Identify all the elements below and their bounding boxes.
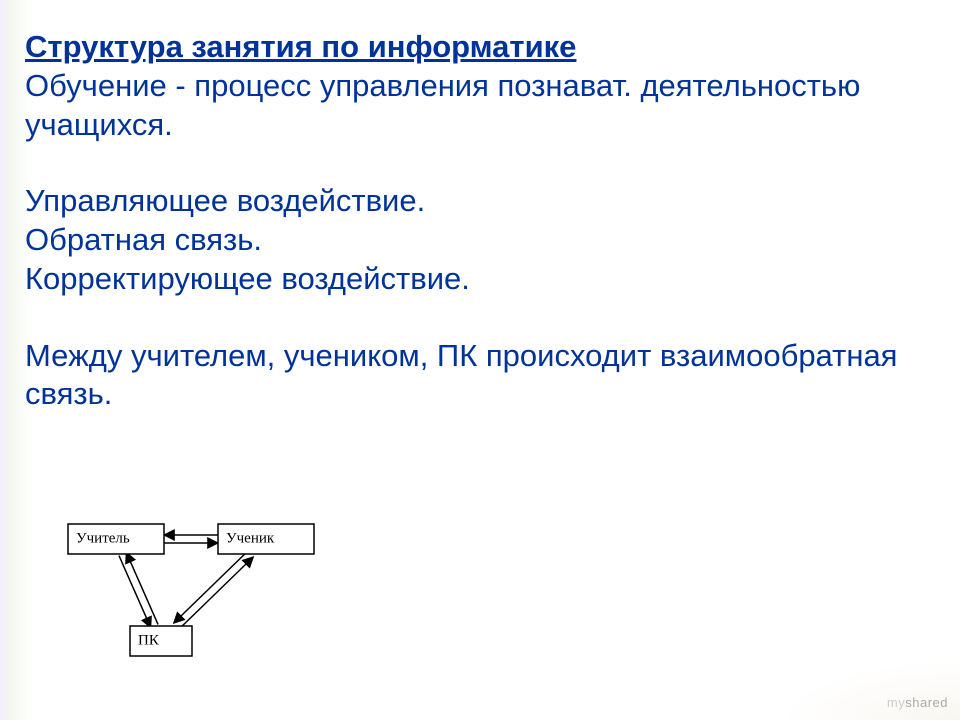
slide-line-3: Обратная связь. — [25, 222, 262, 257]
slide-title: Структура занятия по информатике — [25, 29, 576, 64]
slide-line-2: Управляющее воздействие. — [25, 183, 425, 218]
svg-text:Ученик: Ученик — [226, 530, 275, 546]
watermark-part-1: my — [887, 695, 905, 710]
decorative-bottom-right-gradient — [780, 660, 960, 720]
slide-line-1: Обучение - процесс управления познават. … — [25, 68, 860, 142]
diagram-svg: Учитель Ученик ПК — [58, 516, 358, 676]
svg-text:ПК: ПК — [138, 632, 160, 648]
watermark: myshared — [887, 695, 948, 710]
svg-text:Учитель: Учитель — [76, 530, 130, 546]
slide-line-4: Корректирующее воздействие. — [25, 261, 470, 296]
slide-content: Структура занятия по информатике Обучени… — [25, 28, 930, 414]
relationship-diagram: Учитель Ученик ПК — [58, 516, 358, 676]
watermark-part-2: shared — [905, 695, 948, 710]
slide-line-5: Между учителем, учеником, ПК происходит … — [25, 338, 897, 412]
